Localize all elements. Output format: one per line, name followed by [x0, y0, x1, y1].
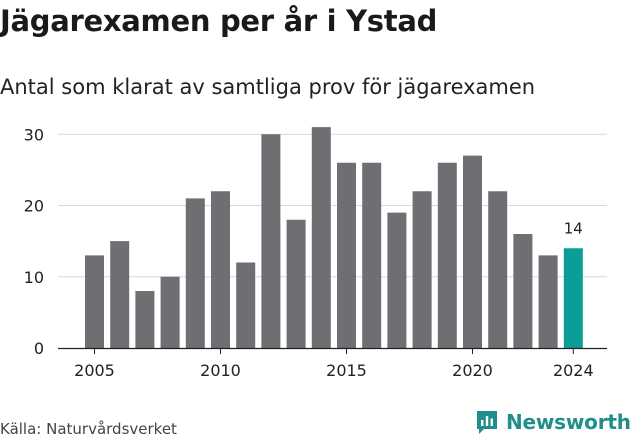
- bar: [463, 155, 482, 348]
- bar-chart: 0 10 20 30 2005 2010 2015 2020 2024 14: [24, 125, 607, 380]
- bar: [135, 291, 155, 348]
- bar: [211, 191, 230, 348]
- y-tick-label: 10: [24, 268, 44, 287]
- bars: [85, 127, 583, 348]
- newsworthy-logo: Newsworthy: [475, 406, 631, 438]
- brand-name: Newsworthy: [506, 410, 631, 434]
- bar: [437, 162, 457, 348]
- x-axis-ticks: 2005 2010 2015 2020 2024: [74, 348, 594, 380]
- y-tick-label: 20: [24, 197, 44, 216]
- chart-subtitle: Antal som klarat av samtliga prov för jä…: [0, 75, 536, 99]
- x-tick-label: 2024: [553, 361, 594, 380]
- bar: [110, 241, 130, 348]
- bar: [362, 162, 382, 348]
- bar: [387, 212, 407, 348]
- bar: [261, 134, 281, 348]
- data-labels: 14: [564, 219, 583, 237]
- y-axis-ticks: 0 10 20 30: [24, 125, 44, 358]
- bar: [538, 255, 558, 348]
- x-tick-label: 2015: [326, 361, 367, 380]
- bar: [513, 234, 533, 348]
- x-tick-label: 2010: [200, 361, 241, 380]
- x-tick-label: 2020: [452, 361, 493, 380]
- chart-title: Jägarexamen per år i Ystad: [0, 4, 438, 38]
- bar: [160, 276, 180, 348]
- x-tick-label: 2005: [74, 361, 115, 380]
- bar: [412, 191, 432, 348]
- bar: [311, 127, 331, 348]
- bar: [337, 162, 356, 348]
- bar: [185, 198, 205, 348]
- bar: [563, 248, 583, 348]
- y-tick-label: 0: [34, 339, 44, 358]
- bar: [85, 255, 104, 348]
- source-note: Källa: Naturvårdsverket: [0, 420, 177, 438]
- bar: [236, 262, 256, 348]
- y-tick-label: 30: [24, 125, 44, 144]
- data-label: 14: [564, 219, 583, 237]
- bar: [488, 191, 508, 348]
- newsworthy-chart-bubble-icon: [477, 411, 497, 434]
- bar: [286, 219, 306, 348]
